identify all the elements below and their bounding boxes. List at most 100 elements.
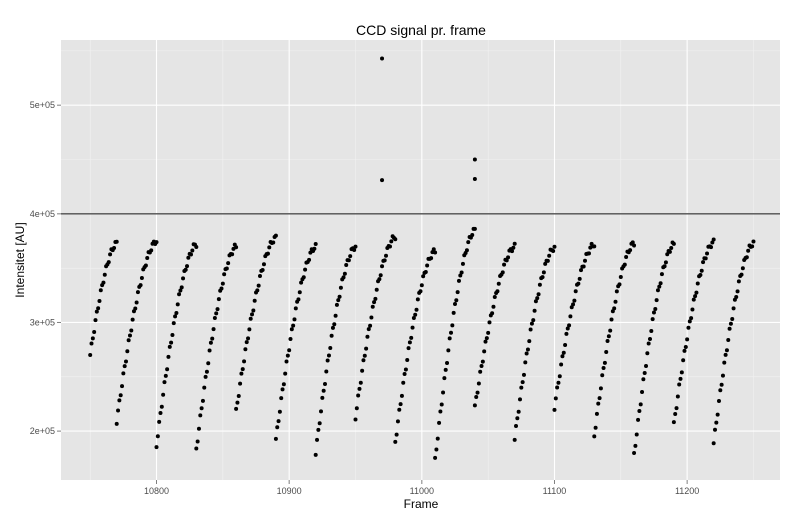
data-point bbox=[273, 233, 278, 238]
data-point bbox=[726, 338, 731, 343]
data-point bbox=[116, 408, 121, 413]
data-point bbox=[369, 315, 374, 320]
data-point bbox=[364, 346, 369, 351]
data-point bbox=[641, 377, 646, 382]
data-point bbox=[596, 401, 601, 406]
data-point bbox=[319, 409, 324, 414]
data-point bbox=[356, 393, 361, 398]
data-point bbox=[134, 300, 139, 305]
data-point bbox=[479, 364, 484, 369]
data-point bbox=[556, 380, 561, 385]
data-point bbox=[230, 252, 235, 257]
data-point bbox=[226, 261, 231, 266]
data-point bbox=[459, 270, 464, 275]
data-point bbox=[678, 376, 683, 381]
data-point bbox=[361, 358, 366, 363]
data-point bbox=[472, 177, 477, 182]
data-point bbox=[303, 267, 308, 272]
data-point bbox=[516, 409, 521, 414]
data-point bbox=[492, 295, 497, 300]
data-point bbox=[257, 274, 262, 279]
data-point bbox=[121, 371, 126, 376]
data-point bbox=[429, 256, 434, 261]
data-point bbox=[411, 316, 416, 321]
data-point bbox=[472, 403, 477, 408]
data-point bbox=[88, 353, 93, 358]
data-point bbox=[333, 313, 338, 318]
data-point bbox=[736, 279, 741, 284]
data-point bbox=[154, 240, 159, 245]
data-point bbox=[517, 397, 522, 402]
data-point bbox=[720, 373, 725, 378]
data-point bbox=[378, 273, 383, 278]
data-point bbox=[673, 412, 678, 417]
data-point bbox=[138, 283, 143, 288]
data-point bbox=[329, 333, 334, 338]
data-point bbox=[203, 374, 208, 379]
data-point bbox=[127, 333, 132, 338]
y-axis-title: Intensitet [AU] bbox=[13, 222, 27, 297]
y-tick-label: 5e+05 bbox=[30, 100, 55, 110]
data-point bbox=[608, 328, 613, 333]
data-point bbox=[242, 359, 247, 364]
data-point bbox=[559, 362, 564, 367]
data-point bbox=[189, 252, 194, 257]
data-point bbox=[130, 317, 135, 322]
data-point bbox=[600, 373, 605, 378]
data-point bbox=[145, 255, 150, 260]
data-point bbox=[126, 338, 131, 343]
data-point bbox=[434, 447, 439, 452]
data-point bbox=[328, 346, 333, 351]
data-point bbox=[93, 318, 98, 323]
data-point bbox=[511, 245, 516, 250]
data-point bbox=[112, 245, 117, 250]
data-point bbox=[662, 264, 667, 269]
data-point bbox=[315, 437, 320, 442]
data-point bbox=[553, 396, 558, 401]
data-point bbox=[614, 289, 619, 294]
data-point bbox=[482, 349, 487, 354]
data-point bbox=[301, 275, 306, 280]
data-point bbox=[751, 239, 756, 244]
data-point bbox=[280, 387, 285, 392]
data-point bbox=[407, 340, 412, 345]
data-point bbox=[695, 281, 700, 286]
data-point bbox=[541, 270, 546, 275]
data-point bbox=[682, 348, 687, 353]
data-point bbox=[592, 434, 597, 439]
data-point bbox=[377, 277, 382, 282]
data-point bbox=[357, 386, 362, 391]
data-point bbox=[593, 425, 598, 430]
data-point bbox=[594, 411, 599, 416]
data-point bbox=[646, 341, 651, 346]
data-point bbox=[727, 326, 732, 331]
data-point bbox=[515, 416, 520, 421]
data-point bbox=[207, 348, 212, 353]
data-point bbox=[171, 321, 176, 326]
data-point bbox=[613, 299, 618, 304]
data-point bbox=[545, 258, 550, 263]
data-point bbox=[478, 369, 483, 374]
data-point bbox=[452, 302, 457, 307]
data-point bbox=[163, 373, 168, 378]
data-point bbox=[523, 360, 528, 365]
data-point bbox=[658, 281, 663, 286]
x-tick-label: 11200 bbox=[675, 486, 699, 496]
data-point bbox=[352, 247, 357, 252]
data-point bbox=[690, 307, 695, 312]
data-point bbox=[709, 245, 714, 250]
data-point bbox=[348, 254, 353, 259]
data-point bbox=[665, 252, 670, 257]
data-point bbox=[552, 407, 557, 412]
data-point bbox=[431, 247, 436, 252]
data-point bbox=[640, 389, 645, 394]
data-point bbox=[714, 420, 719, 425]
data-point bbox=[251, 308, 256, 313]
data-point bbox=[373, 296, 378, 301]
data-point bbox=[687, 319, 692, 324]
data-point bbox=[405, 358, 410, 363]
data-point bbox=[711, 441, 716, 446]
data-point bbox=[519, 385, 524, 390]
data-point bbox=[447, 336, 452, 341]
data-point bbox=[551, 249, 556, 254]
